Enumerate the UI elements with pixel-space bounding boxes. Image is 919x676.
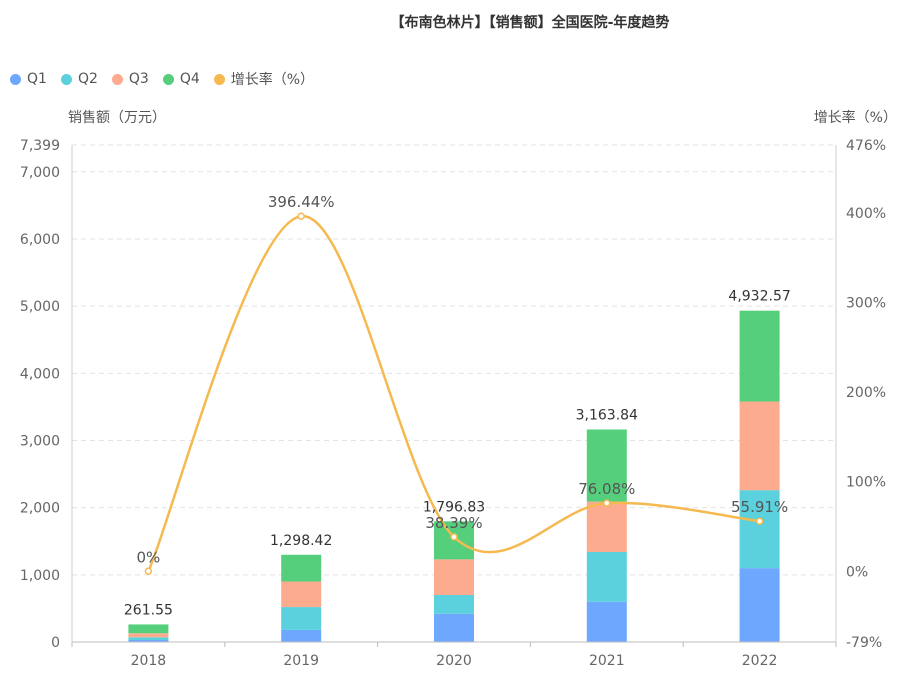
y-tick-right-2: 100% <box>846 475 886 491</box>
growth-label-2022: 55.91% <box>731 498 788 516</box>
y-tick-left-6: 6,000 <box>20 232 60 248</box>
bar-q2-2021 <box>587 552 627 602</box>
growth-point-2019 <box>298 213 304 219</box>
total-label-2022: 4,932.57 <box>728 289 790 305</box>
x-tick-2020: 2020 <box>436 653 472 669</box>
bars <box>128 311 779 642</box>
bar-q1-2020 <box>434 614 474 642</box>
total-label-2021: 3,163.84 <box>576 407 638 423</box>
growth-label-2021: 76.08% <box>578 480 635 498</box>
growth-label-2019: 396.44% <box>268 193 335 211</box>
bar-q4-2019 <box>281 555 321 582</box>
y-tick-left-7: 7,000 <box>20 165 60 181</box>
bar-q3-2019 <box>281 582 321 608</box>
growth-label-2018: 0% <box>137 548 161 566</box>
total-label-2018: 261.55 <box>124 602 173 618</box>
total-label-2019: 1,298.42 <box>270 533 332 549</box>
bar-q1-2022 <box>740 568 780 642</box>
y-tick-left-8: 7,399 <box>20 138 60 154</box>
y-tick-right-4: 300% <box>846 296 886 312</box>
y-tick-right-1: 0% <box>846 564 868 580</box>
y-tick-right-5: 400% <box>846 206 886 222</box>
bar-q4-2018 <box>128 624 168 633</box>
y-tick-left-2: 2,000 <box>20 501 60 517</box>
bar-q3-2018 <box>128 633 168 637</box>
y-tick-right-3: 200% <box>846 385 886 401</box>
x-tick-2022: 2022 <box>742 653 778 669</box>
y-tick-left-5: 5,000 <box>20 299 60 315</box>
bar-q2-2019 <box>281 607 321 630</box>
growth-label-2020: 38.39% <box>425 514 482 532</box>
x-tick-2019: 2019 <box>283 653 319 669</box>
y-tick-left-1: 1,000 <box>20 568 60 584</box>
x-tick-2018: 2018 <box>131 653 167 669</box>
bar-q3-2022 <box>740 402 780 491</box>
bar-q2-2020 <box>434 595 474 614</box>
bar-q1-2019 <box>281 630 321 642</box>
y-tick-left-3: 3,000 <box>20 433 60 449</box>
y-tick-right-6: 476% <box>846 138 886 154</box>
growth-point-2022 <box>757 518 763 524</box>
bar-q3-2021 <box>587 502 627 552</box>
bar-q4-2022 <box>740 311 780 402</box>
bar-q3-2020 <box>434 559 474 595</box>
growth-point-2021 <box>604 500 610 506</box>
growth-point-2018 <box>145 568 151 574</box>
x-axis-ticks: 2018 2019 2020 2021 2022 <box>131 653 778 669</box>
y-tick-left-4: 4,000 <box>20 366 60 382</box>
x-tick-2021: 2021 <box>589 653 625 669</box>
y-axis-ticks-right: -79% 0% 100% 200% 300% 400% 476% <box>846 138 886 651</box>
y-tick-right-0: -79% <box>846 635 882 651</box>
bar-q1-2021 <box>587 602 627 642</box>
bar-q2-2018 <box>128 637 168 640</box>
growth-point-2020 <box>451 534 457 540</box>
y-axis-ticks-left: 0 1,000 2,000 3,000 4,000 5,000 6,000 7,000 7,39… <box>20 138 60 651</box>
y-tick-left-0: 0 <box>51 635 60 651</box>
